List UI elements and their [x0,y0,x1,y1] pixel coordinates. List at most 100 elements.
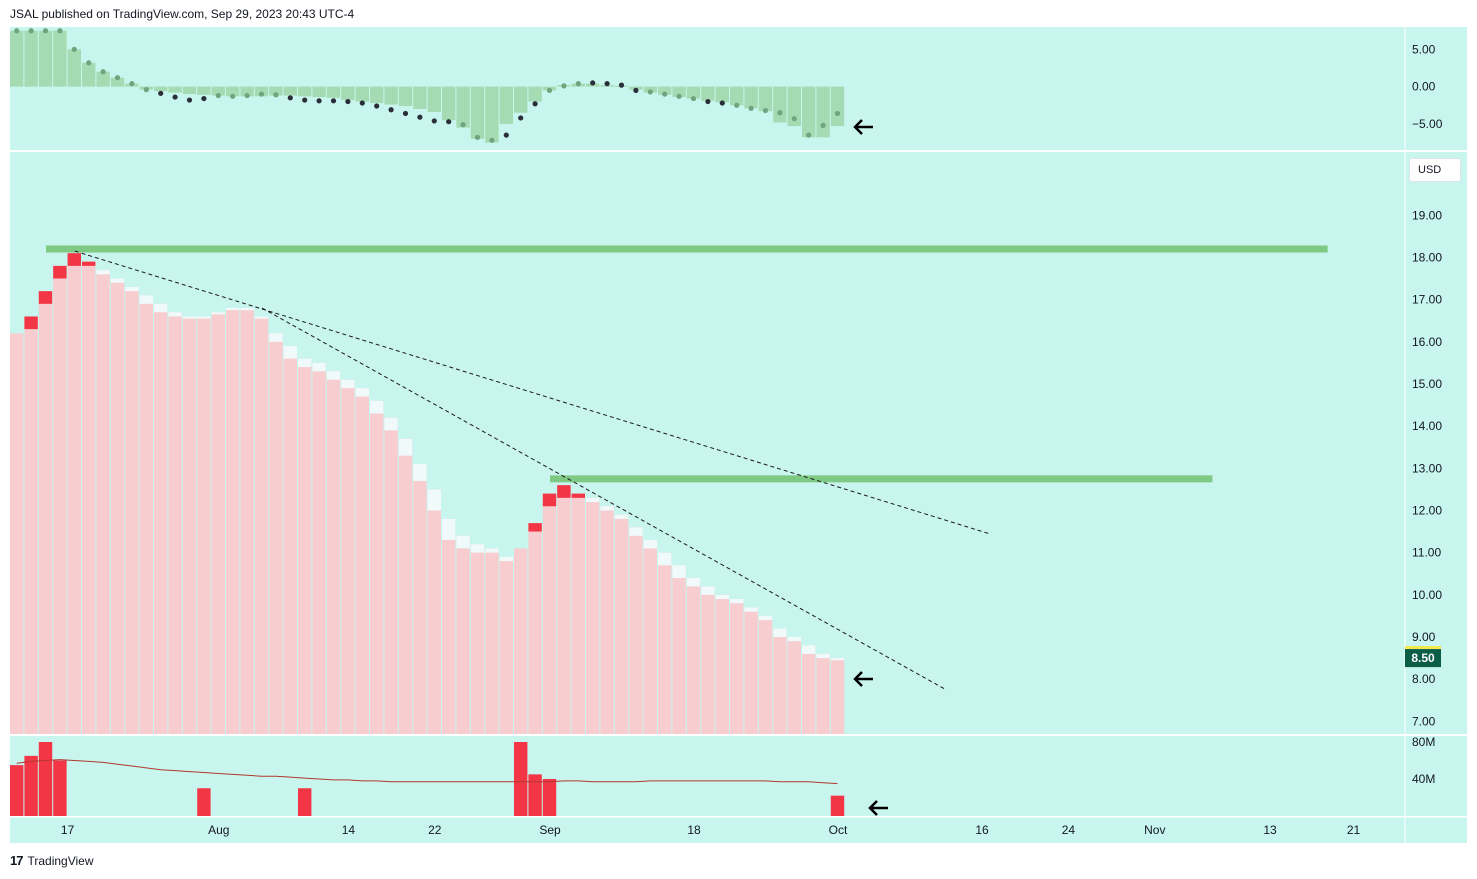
volume-bar [197,788,211,816]
oscillator-bar [499,86,513,124]
oscillator-bar [226,86,240,97]
volume-bar [830,795,845,816]
price-bar-top-segment [312,362,326,372]
oscillator-dot [532,101,538,107]
oscillator-dot [662,91,668,97]
oscillator-bar [384,86,398,105]
publish-header: JSAL published on TradingView.com, Sep 2… [10,7,355,21]
price-bar [542,493,557,734]
oscillator-dot [186,97,193,103]
price-series [10,245,1328,734]
oscillator-dot [748,105,754,111]
trendline[interactable] [74,250,990,535]
oscillator-dot [518,115,524,121]
price-bar-up-segment [571,493,585,498]
oscillator-dot [258,91,265,97]
volume-bar [528,774,542,816]
oscillator-bar [370,86,384,104]
oscillator-dot [618,82,625,88]
oscillator-bar [802,86,816,138]
price-bar-top-segment [600,506,614,511]
oscillator-bar [830,86,845,127]
oscillator-dot [201,95,207,102]
oscillator-dot [546,87,553,93]
price-bar [600,506,614,734]
price-y-tick: 8.00 [1412,672,1436,686]
price-bar-top-segment [211,312,225,315]
price-bar-top-segment [485,548,499,553]
footer-brand-label: TradingView [27,853,94,868]
price-bar-top-segment [658,552,672,566]
oscillator-dot [820,122,826,128]
price-bar-top-segment [154,303,168,313]
oscillator-dot [734,102,740,108]
price-y-tick: 15.00 [1412,377,1442,391]
resistance-level-line[interactable] [550,475,1213,483]
oscillator-dot [359,100,365,106]
price-bar [326,371,341,734]
oscillator-bar [528,86,542,102]
price-bar-top-segment [298,358,312,368]
volume-y-tick: 40M [1412,772,1435,786]
oscillator-bar [456,86,470,128]
price-bar-top-segment [614,514,629,519]
oscillator-dot [330,98,337,104]
oscillator-dot [244,92,250,99]
trendline[interactable] [261,307,947,691]
price-bar-up-segment [38,291,53,304]
price-bar-up-segment [53,265,67,279]
price-y-tick: 13.00 [1412,461,1442,475]
oscillator-dot [460,122,466,128]
oscillator-bar [53,30,67,87]
oscillator-dot [215,92,221,99]
volume-bar [542,779,557,816]
price-bar-top-segment [240,308,254,311]
oscillator-bar [312,86,326,98]
price-bar [298,358,312,734]
oscillator-bar [686,86,701,99]
oscillator-axis [1405,27,1467,150]
price-bar [758,615,773,734]
price-bar [643,540,657,734]
price-bar-top-segment [413,464,427,481]
oscillator-dot [676,93,682,99]
price-bar [528,523,542,734]
oscillator-dot [374,103,380,109]
price-y-tick: 18.00 [1412,250,1442,264]
oscillator-bar [658,86,672,95]
price-bar-top-segment [701,586,715,595]
price-bar [110,278,125,734]
price-bar-top-segment [96,270,110,275]
price-bar-top-segment [456,535,470,549]
price-bar-top-segment [773,628,787,637]
time-x-tick: Nov [1144,823,1165,837]
price-bar [226,308,240,734]
price-bar [442,518,456,734]
oscillator-bar [168,86,182,93]
footer-brand[interactable]: 17 TradingView [10,853,94,868]
oscillator-dot [345,98,351,105]
oscillator-dot [575,81,581,87]
oscillator-bar [24,30,38,87]
price-bar-top-segment [326,371,341,380]
resistance-level-line[interactable] [46,245,1328,253]
price-bar [211,312,225,734]
oscillator-dot [806,132,812,138]
currency-button[interactable]: USD [1409,158,1461,182]
oscillator-bar [413,86,427,109]
time-x-tick: 13 [1263,823,1277,837]
time-axis [10,817,1467,843]
oscillator-dot [287,95,293,101]
price-bar-top-segment [427,489,441,511]
price-bar-top-segment [197,316,211,319]
oscillator-bar [427,86,441,112]
oscillator-dot [503,132,509,138]
oscillator-bar [701,86,715,101]
oscillator-bar [240,86,254,97]
oscillator-dot [230,93,236,99]
time-x-tick: Oct [829,823,848,837]
price-bar-top-segment [802,645,816,654]
price-bar [686,577,701,734]
oscillator-bar [341,86,355,101]
